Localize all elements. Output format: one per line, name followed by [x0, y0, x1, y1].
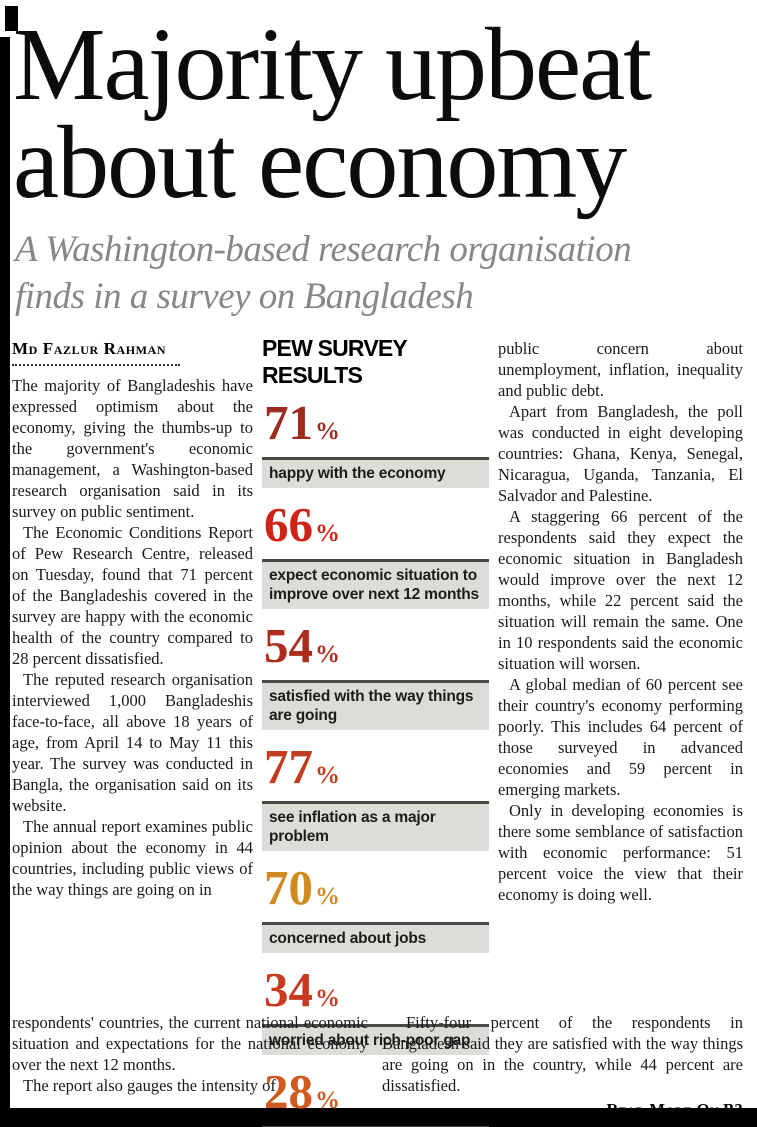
- stat-label: satisfied with the way things are going: [262, 680, 489, 730]
- percent-sign: %: [315, 883, 340, 910]
- paragraph: Fifty-four percent of the respondents in…: [382, 1013, 743, 1095]
- paragraph: public concern about unemployment, infla…: [498, 339, 743, 400]
- byline-divider: [12, 364, 180, 366]
- stat-label: worried about rich-poor gap: [262, 1024, 489, 1055]
- article-column-right: public concern about unemployment, infla…: [498, 338, 743, 905]
- headline: Majority upbeat about economy: [13, 13, 751, 215]
- survey-stat: 54% satisfied with the way things are go…: [262, 621, 489, 730]
- stat-number: 28: [264, 1064, 313, 1119]
- corner-block: [5, 6, 18, 31]
- byline: Md Fazlur Rahman: [12, 339, 167, 358]
- stat-value: 77%: [262, 742, 489, 801]
- percent-sign: %: [315, 1087, 340, 1114]
- stat-number: 70: [264, 860, 313, 915]
- stat-number: 34: [264, 962, 313, 1017]
- stat-number: 66: [264, 497, 313, 552]
- article-column-left: Md Fazlur Rahman The majority of Banglad…: [12, 338, 253, 900]
- left-edge-bar: [0, 37, 10, 1108]
- bottom-text-left: respondents' countries, the current nati…: [12, 1012, 368, 1096]
- headline-line-2: about economy: [13, 105, 627, 220]
- paragraph: The report also gauges the intensity of: [23, 1076, 276, 1095]
- bottom-text-right: Fifty-four percent of the respondents in…: [382, 1012, 743, 1120]
- paragraph: Apart from Bangladesh, the poll was cond…: [498, 402, 743, 505]
- paragraph: A global median of 60 percent see their …: [498, 675, 743, 799]
- stat-number: 77: [264, 739, 313, 794]
- stat-value: 71%: [262, 398, 489, 457]
- stat-value: 34%: [262, 965, 489, 1024]
- subhead-line-1: A Washington-based research organisation: [15, 229, 632, 270]
- stat-label: expect economic situation to improve ove…: [262, 559, 489, 609]
- paragraph: A staggering 66 percent of the responden…: [498, 507, 743, 673]
- percent-sign: %: [315, 985, 340, 1012]
- percent-sign: %: [315, 520, 340, 547]
- stat-value: 70%: [262, 863, 489, 922]
- survey-stat: 66% expect economic situation to improve…: [262, 500, 489, 609]
- headline-line-1: Majority upbeat: [13, 7, 652, 122]
- stat-value: 66%: [262, 500, 489, 559]
- read-more-link[interactable]: Read More On B3: [606, 1100, 743, 1119]
- survey-title: PEW SURVEY RESULTS: [262, 335, 407, 388]
- bottom-edge-bar: [0, 1108, 757, 1127]
- subhead-line-2: finds in a survey on Bangladesh: [15, 276, 474, 317]
- stat-number: 54: [264, 618, 313, 673]
- percent-sign: %: [315, 762, 340, 789]
- percent-sign: %: [315, 418, 340, 445]
- survey-stat: 77% see inflation as a major problem: [262, 742, 489, 851]
- subheadline: A Washington-based research organisation…: [15, 226, 750, 320]
- paragraph: The reputed research organisation interv…: [12, 670, 253, 815]
- survey-panel: PEW SURVEY RESULTS 71% happy with the ec…: [262, 335, 489, 1127]
- survey-stat: 70% concerned about jobs: [262, 863, 489, 953]
- paragraph: Only in developing economies is there so…: [498, 801, 743, 904]
- paragraph: respondents' countries, the current nati…: [12, 1013, 368, 1074]
- stat-label: concerned about jobs: [262, 922, 489, 953]
- paragraph: The Economic Conditions Report of Pew Re…: [12, 523, 253, 668]
- percent-sign: %: [315, 641, 340, 668]
- survey-stat: 71% happy with the economy: [262, 398, 489, 488]
- survey-stat: 34% worried about rich-poor gap: [262, 965, 489, 1055]
- stat-number: 71: [264, 395, 313, 450]
- stat-value: 54%: [262, 621, 489, 680]
- paragraph: The annual report examines public opinio…: [12, 817, 253, 899]
- paragraph: The majority of Bangladeshis have expres…: [12, 376, 253, 521]
- stat-value: 28%: [262, 1067, 489, 1126]
- stat-label: see inflation as a major problem: [262, 801, 489, 851]
- stat-label: happy with the economy: [262, 457, 489, 488]
